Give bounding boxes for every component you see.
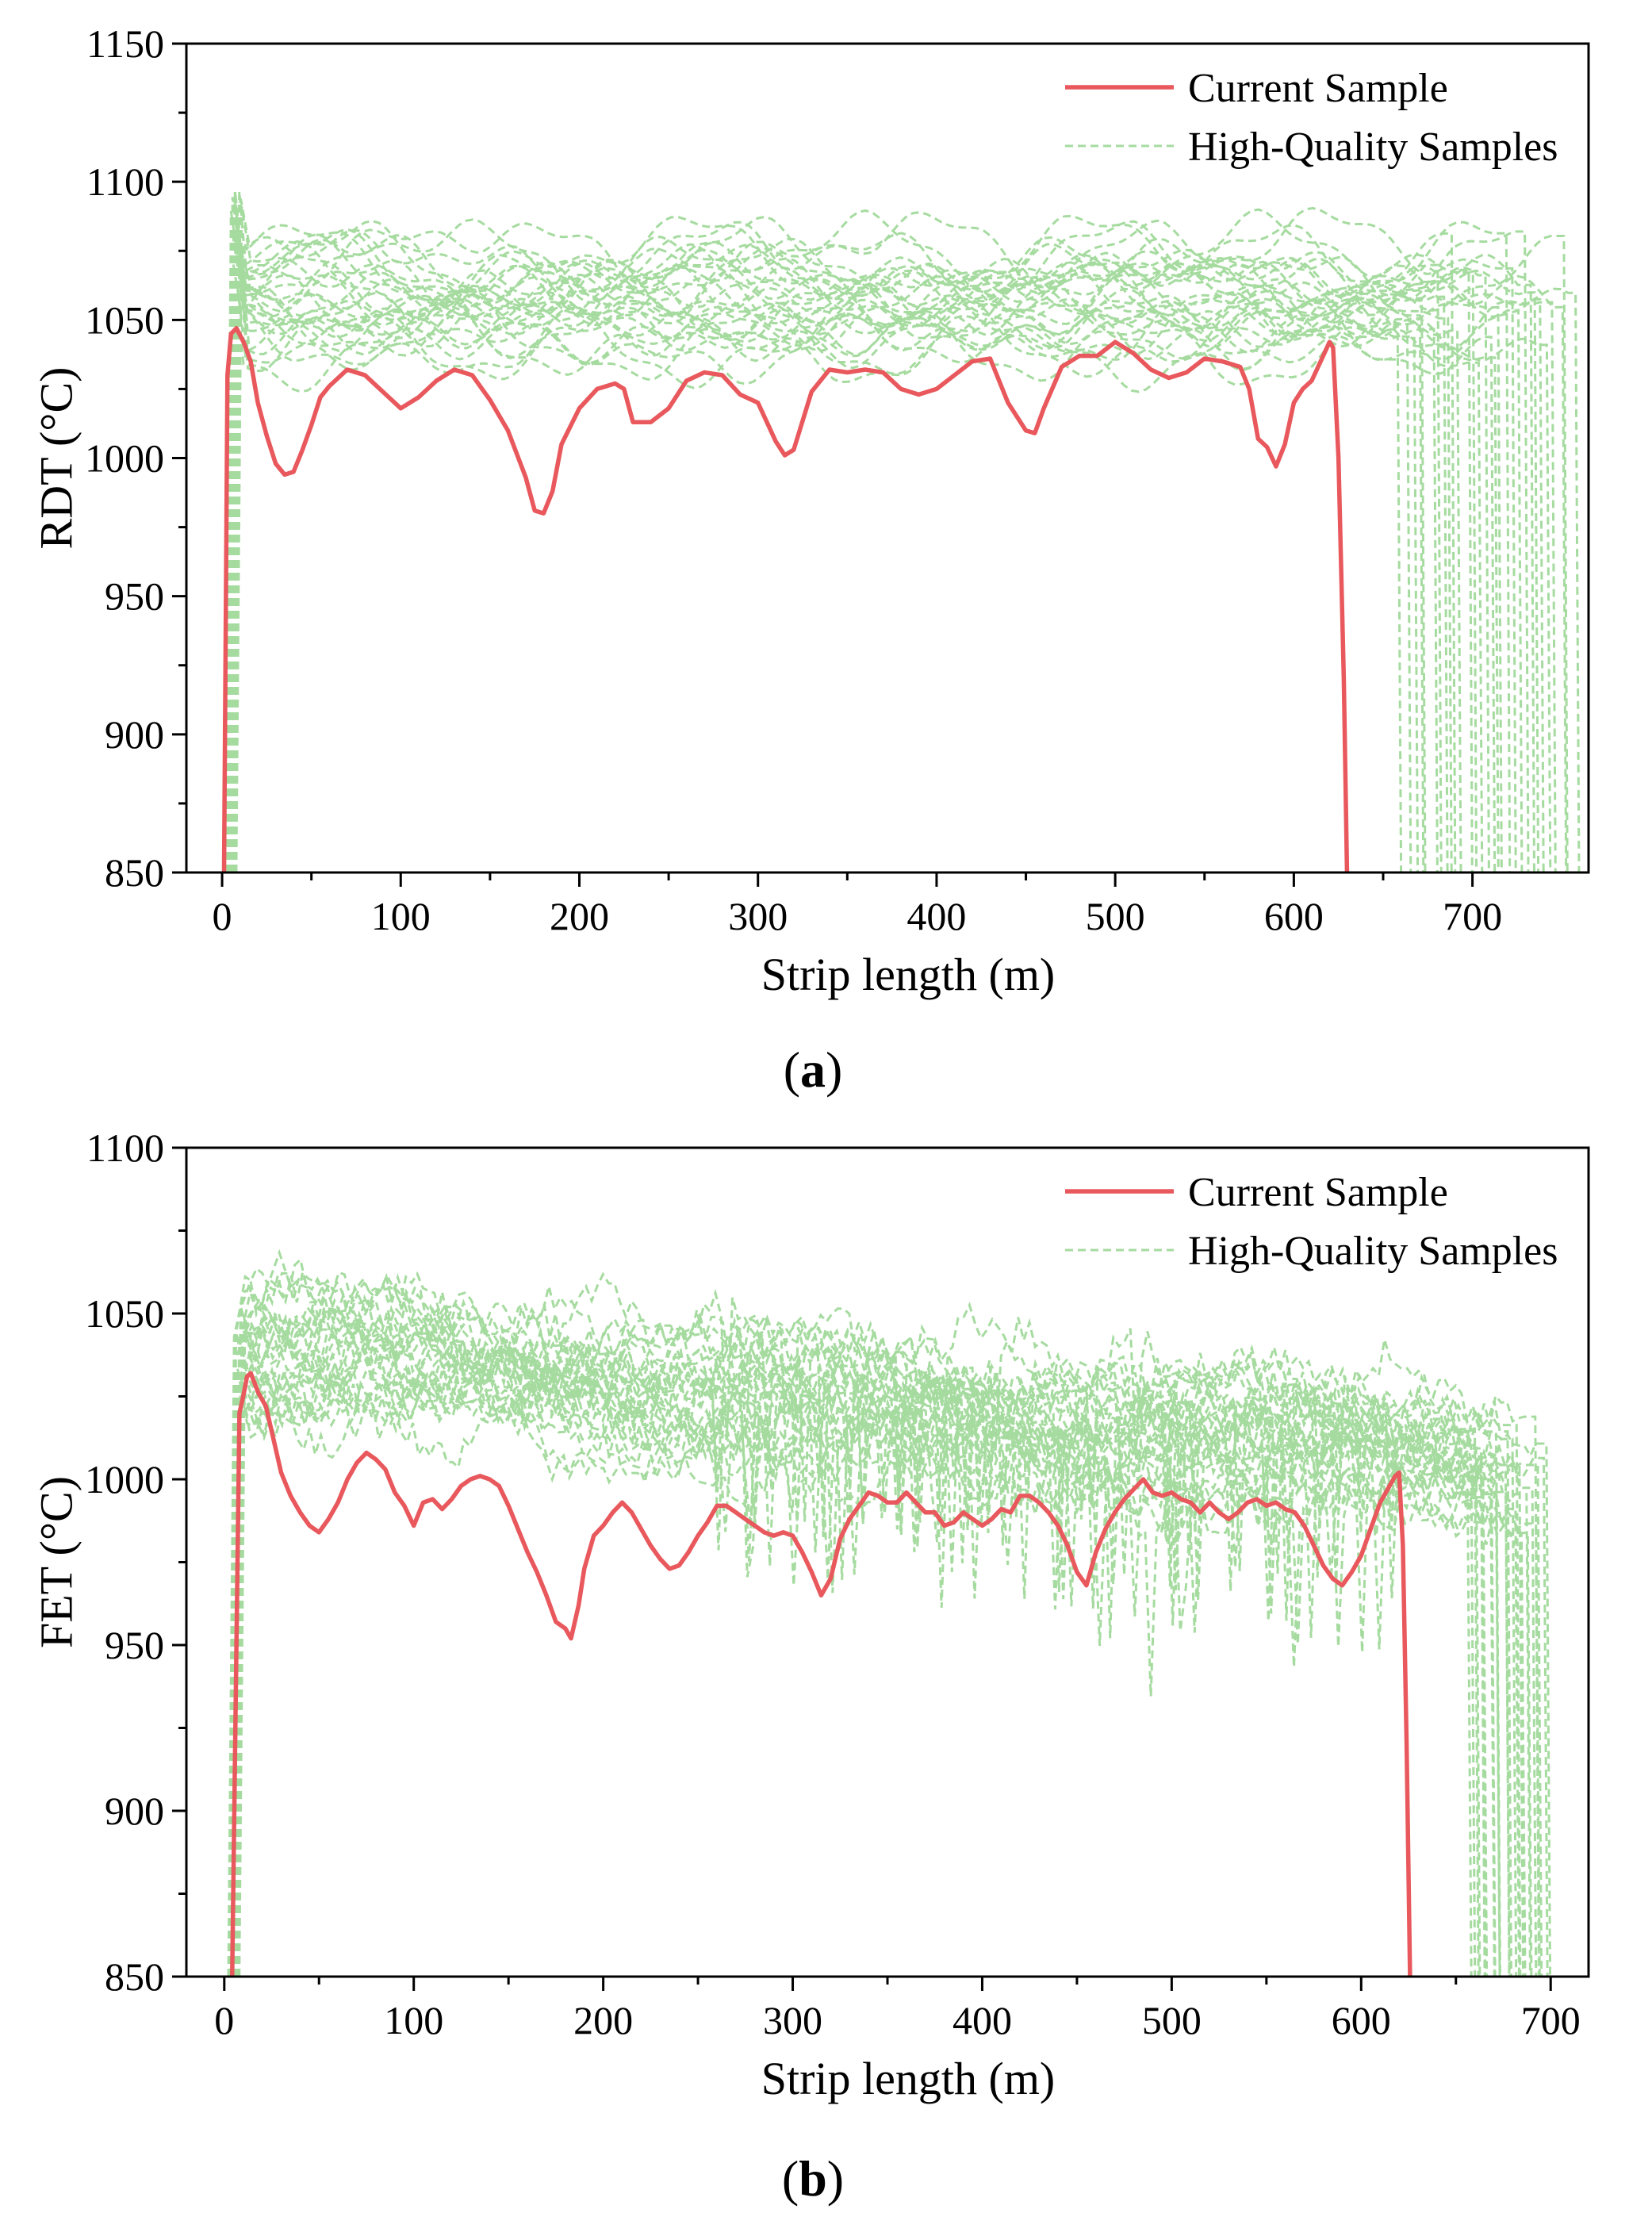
high-quality-sample-line (228, 191, 1478, 872)
high-quality-sample-line (229, 256, 1425, 872)
high-quality-sample-line (230, 260, 1484, 872)
high-quality-sample-line (229, 1300, 1552, 1977)
high-quality-sample-line (231, 282, 1557, 872)
current-sample-line (221, 326, 1350, 872)
high-quality-sample-line (230, 237, 1545, 872)
high-quality-sample-line (232, 1313, 1487, 1977)
y-tick-label: 1000 (85, 1457, 164, 1501)
high-quality-sample-line (232, 278, 1439, 872)
panel-b-current-line-group (229, 1371, 1412, 1977)
high-quality-sample-line (232, 1303, 1486, 1977)
panel-a-label-letter: a (800, 1041, 826, 1098)
y-tick-label: 1050 (85, 1291, 164, 1336)
high-quality-sample-line (235, 206, 1569, 872)
x-tick-label: 600 (1332, 1998, 1391, 2042)
high-quality-sample-line (228, 271, 1552, 872)
panel-b-axes: 0 100 200 300 400 500 600 700 850 900 950 1000 1050 1… (85, 1126, 1590, 2042)
y-tick-label: 850 (105, 850, 164, 895)
high-quality-sample-line (224, 210, 1540, 872)
panel-b-legend: Current Sample High-Quality Samples (1065, 1170, 1558, 1274)
panel-b-ylabel: FET (°C) (30, 1476, 82, 1648)
legend-current-label: Current Sample (1188, 66, 1448, 111)
x-tick-label: 600 (1264, 894, 1324, 938)
panel-a-ylabel: RDT (°C) (30, 367, 82, 550)
panel-a-current-line-group (221, 326, 1350, 872)
high-quality-sample-line (232, 263, 1449, 872)
high-quality-sample-line (230, 281, 1403, 872)
x-tick-label: 500 (1086, 894, 1145, 938)
high-quality-sample-line (236, 1271, 1543, 1977)
high-quality-sample-line (226, 236, 1490, 872)
y-tick-label: 900 (105, 1789, 164, 1833)
y-tick-label: 1000 (85, 436, 164, 481)
high-quality-sample-line (234, 1347, 1473, 1977)
high-quality-sample-line (237, 1271, 1489, 1977)
x-tick-label: 300 (763, 1998, 822, 2042)
panel-b-hq-lines (227, 1248, 1552, 1977)
high-quality-sample-line (236, 1285, 1522, 1977)
high-quality-sample-line (230, 247, 1568, 872)
panel-a-legend: Current Sample High-Quality Samples (1065, 66, 1558, 170)
high-quality-sample-line (228, 190, 1474, 872)
high-quality-sample-line (233, 1272, 1477, 1977)
y-tick-label: 1050 (85, 297, 164, 342)
x-tick-label: 300 (728, 894, 788, 938)
high-quality-sample-line (225, 257, 1503, 872)
panel-a-xlabel: Strip length (m) (761, 949, 1056, 1000)
y-tick-label: 950 (105, 1623, 164, 1667)
high-quality-sample-line (228, 1363, 1520, 1977)
panel-b-xlabel: Strip length (m) (761, 2053, 1056, 2104)
y-tick-label: 950 (105, 574, 164, 619)
panel-b-label-letter: b (799, 2150, 827, 2207)
x-tick-label: 0 (213, 894, 232, 938)
high-quality-sample-line (234, 1271, 1540, 1977)
x-tick-label: 500 (1142, 1998, 1202, 2042)
current-sample-line (229, 1371, 1412, 1977)
x-tick-label: 400 (906, 894, 966, 938)
panel-b: 0 100 200 300 400 500 600 700 850 900 950 1000 1050 1… (30, 1126, 1590, 2207)
high-quality-sample-line (234, 1316, 1525, 1977)
y-tick-label: 1100 (86, 159, 164, 204)
high-quality-sample-line (233, 248, 1462, 872)
x-tick-label: 200 (573, 1998, 633, 2042)
panel-b-label: (b) (782, 2150, 844, 2207)
high-quality-sample-line (230, 247, 1535, 872)
high-quality-sample-line (231, 234, 1581, 872)
x-tick-label: 200 (550, 894, 609, 938)
panel-a-axes: 0 100 200 300 400 500 600 700 850 900 950 1000 1050 1… (85, 21, 1590, 938)
x-tick-label: 700 (1521, 1998, 1581, 2042)
legend-high-quality-label: High-Quality Samples (1188, 125, 1558, 170)
y-tick-label: 900 (105, 712, 164, 757)
high-quality-sample-line (232, 190, 1517, 872)
y-tick-label: 850 (105, 1954, 164, 1999)
legend-high-quality-label: High-Quality Samples (1188, 1229, 1558, 1274)
y-tick-label: 1150 (86, 21, 164, 66)
legend-current-label: Current Sample (1188, 1170, 1448, 1215)
x-tick-label: 700 (1443, 894, 1502, 938)
panel-a: 0 100 200 300 400 500 600 700 850 900 950 1000 1050 1… (30, 21, 1590, 1098)
x-tick-label: 400 (952, 1998, 1012, 2042)
high-quality-sample-line (235, 1337, 1538, 1977)
high-quality-sample-line (229, 1352, 1533, 1977)
high-quality-sample-line (228, 199, 1427, 872)
x-tick-label: 0 (214, 1998, 234, 2042)
high-quality-sample-line (234, 242, 1524, 872)
x-tick-label: 100 (384, 1998, 443, 2042)
x-tick-label: 100 (371, 894, 431, 938)
panel-a-label: (a) (784, 1041, 843, 1098)
y-tick-label: 1100 (86, 1126, 164, 1170)
high-quality-sample-line (237, 1352, 1511, 1977)
panel-a-hq-lines (224, 190, 1581, 872)
